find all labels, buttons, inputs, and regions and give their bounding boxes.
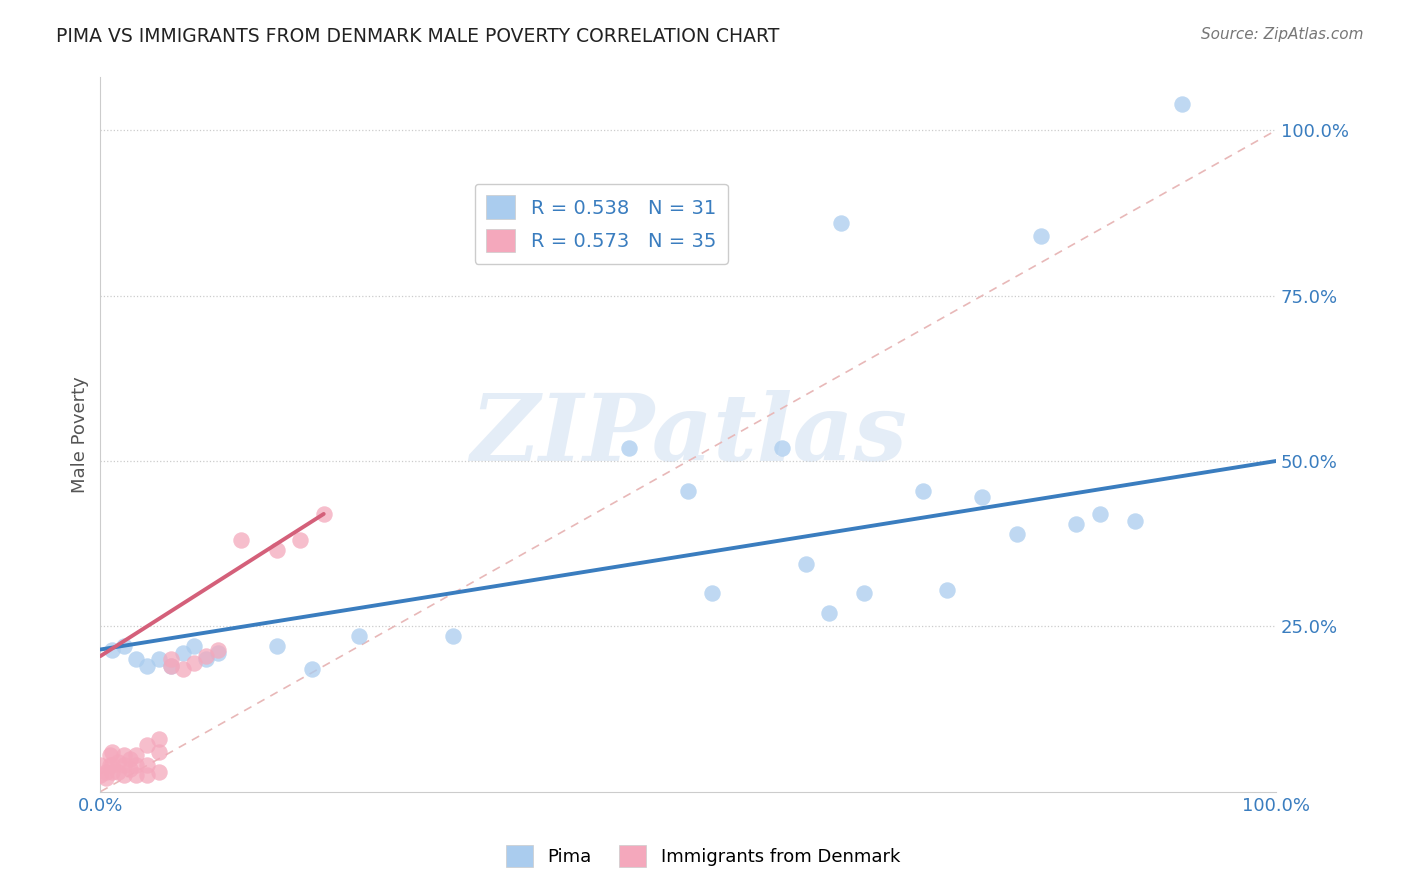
Point: [347, 629, 370, 643]
Point: [676, 483, 699, 498]
Point: [89, 758, 111, 772]
Point: [160, 659, 183, 673]
Point: [136, 768, 159, 782]
Point: [301, 662, 323, 676]
Point: [136, 659, 159, 673]
Point: [853, 586, 876, 600]
Point: [266, 543, 288, 558]
Point: [231, 533, 253, 548]
Point: [183, 639, 205, 653]
Point: [1088, 507, 1111, 521]
Point: [912, 483, 935, 498]
Point: [124, 758, 146, 772]
Point: [1029, 229, 1052, 244]
Point: [124, 768, 146, 782]
Point: [136, 739, 159, 753]
Point: [160, 652, 183, 666]
Point: [112, 768, 135, 782]
Point: [619, 441, 641, 455]
Point: [148, 764, 170, 779]
Point: [770, 441, 793, 455]
Point: [1171, 96, 1194, 111]
Point: [794, 557, 817, 571]
Point: [112, 748, 135, 763]
Point: [970, 491, 993, 505]
Point: [136, 758, 159, 772]
Point: [207, 642, 229, 657]
Point: [124, 748, 146, 763]
Point: [112, 758, 135, 772]
Text: ZIPatlas: ZIPatlas: [470, 390, 907, 480]
Point: [118, 751, 141, 765]
Point: [118, 762, 141, 776]
Point: [107, 764, 129, 779]
Point: [172, 662, 194, 676]
Point: [935, 582, 957, 597]
Point: [290, 533, 312, 548]
Point: [160, 659, 183, 673]
Point: [1007, 526, 1029, 541]
Point: [818, 606, 841, 620]
Point: [107, 755, 129, 769]
Point: [148, 652, 170, 666]
Point: [441, 629, 464, 643]
Legend: Pima, Immigrants from Denmark: Pima, Immigrants from Denmark: [499, 838, 907, 874]
Point: [96, 764, 118, 779]
Point: [96, 772, 118, 786]
Point: [101, 642, 124, 657]
Point: [1123, 514, 1146, 528]
Point: [266, 639, 288, 653]
Point: [148, 731, 170, 746]
Point: [101, 764, 124, 779]
Y-axis label: Male Poverty: Male Poverty: [72, 376, 89, 493]
Point: [148, 745, 170, 759]
Point: [98, 748, 121, 763]
Point: [1064, 516, 1087, 531]
Legend: R = 0.538   N = 31, R = 0.573   N = 35: R = 0.538 N = 31, R = 0.573 N = 35: [474, 184, 728, 264]
Point: [112, 639, 135, 653]
Point: [195, 652, 218, 666]
Point: [312, 507, 335, 521]
Point: [89, 768, 111, 782]
Point: [98, 758, 121, 772]
Point: [700, 586, 723, 600]
Point: [207, 646, 229, 660]
Point: [183, 656, 205, 670]
Point: [195, 649, 218, 664]
Text: Source: ZipAtlas.com: Source: ZipAtlas.com: [1201, 27, 1364, 42]
Point: [101, 745, 124, 759]
Text: PIMA VS IMMIGRANTS FROM DENMARK MALE POVERTY CORRELATION CHART: PIMA VS IMMIGRANTS FROM DENMARK MALE POV…: [56, 27, 779, 45]
Point: [830, 216, 852, 230]
Point: [172, 646, 194, 660]
Point: [101, 758, 124, 772]
Point: [124, 652, 146, 666]
